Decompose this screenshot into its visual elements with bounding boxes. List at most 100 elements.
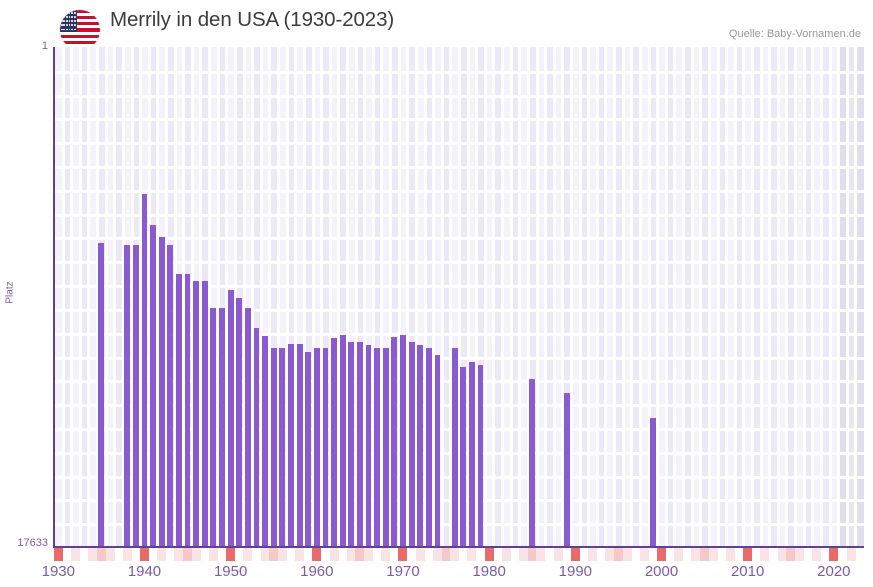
y-axis-top-label: 1 (41, 40, 48, 52)
x-axis-tick-mark (295, 548, 305, 561)
x-axis-tick-mark (398, 548, 408, 561)
x-axis-tick-mark (346, 548, 356, 561)
x-axis-tick-mark (501, 548, 511, 561)
x-axis-tick-mark (674, 548, 684, 561)
bar[interactable] (434, 355, 441, 547)
x-axis-tick-mark (605, 548, 615, 561)
bar[interactable] (193, 280, 200, 547)
bar[interactable] (365, 344, 372, 547)
x-axis-tick-mark (725, 548, 735, 561)
x-axis-tick-mark (355, 548, 365, 561)
bar[interactable] (356, 341, 363, 547)
x-axis-tick-mark (269, 548, 279, 561)
x-axis-tick-mark (536, 548, 546, 561)
bar[interactable] (425, 347, 432, 547)
x-axis-tick-mark (364, 548, 374, 561)
x-axis-tick-mark (794, 548, 804, 561)
bar[interactable] (468, 361, 475, 547)
x-axis-tick-mark (570, 548, 580, 561)
x-axis-tick-mark (381, 548, 391, 561)
bar[interactable] (529, 378, 536, 547)
y-axis-bottom-label: 17633 (17, 537, 48, 549)
x-axis-tick-mark (183, 548, 193, 561)
source-attribution: Quelle: Baby-Vornamen.de (728, 28, 861, 40)
bar[interactable] (201, 280, 208, 547)
bar[interactable] (150, 225, 157, 547)
x-axis-tick-label: 2010 (730, 563, 765, 580)
bar[interactable] (374, 347, 381, 547)
bar[interactable] (227, 289, 234, 547)
x-axis-tick-mark (786, 548, 796, 561)
bar[interactable] (176, 273, 182, 547)
bar[interactable] (313, 347, 320, 547)
x-axis-tick-mark (743, 548, 753, 561)
x-axis-tick-mark (432, 548, 442, 561)
x-axis-tick-mark (760, 548, 770, 561)
y-axis-line (53, 47, 55, 548)
x-axis-tick-mark (260, 548, 270, 561)
x-axis-tick-mark (622, 548, 632, 561)
x-axis-tick-label: 1970 (386, 563, 420, 580)
chart-header: Merrily in den USA (1930-2023) Quelle: B… (0, 0, 873, 50)
x-axis-tick-mark (777, 548, 787, 561)
x-axis-tick-mark (812, 548, 822, 561)
bar[interactable] (270, 347, 277, 547)
bar[interactable] (477, 364, 484, 547)
x-axis-tick-mark (691, 548, 701, 561)
x-axis-tick-mark (53, 548, 63, 561)
x-axis-tick-mark (639, 548, 649, 561)
x-axis-tick-mark (329, 548, 339, 561)
bar[interactable] (184, 273, 191, 547)
bar[interactable] (331, 337, 337, 547)
bar[interactable] (244, 307, 251, 547)
bar[interactable] (339, 334, 346, 547)
bar[interactable] (563, 392, 570, 547)
x-axis-tick-label: 2000 (644, 563, 679, 580)
x-axis-tick-label: 1940 (127, 563, 162, 580)
x-axis-tick-mark (553, 548, 563, 561)
bar[interactable] (400, 334, 406, 547)
x-axis-tick-mark (708, 548, 718, 561)
bar[interactable] (253, 327, 260, 547)
us-flag-icon (60, 10, 100, 50)
x-axis-line (53, 546, 864, 548)
x-axis-tick-mark (657, 548, 666, 561)
x-axis-tick-mark (71, 548, 81, 561)
x-axis-tick-mark (226, 548, 236, 561)
recent-years-shade (838, 47, 864, 547)
x-axis-tick-mark (829, 548, 839, 561)
bar[interactable] (158, 236, 165, 547)
bar[interactable] (649, 418, 656, 547)
x-axis-tick-mark (122, 548, 132, 561)
x-axis-tick-mark (467, 548, 477, 561)
bar[interactable] (322, 347, 329, 547)
x-axis-tick-mark (450, 548, 460, 561)
bar[interactable] (141, 194, 148, 547)
x-axis-tick-mark (105, 548, 115, 561)
bar[interactable] (382, 347, 389, 547)
plot-area (54, 47, 864, 547)
bar[interactable] (391, 336, 398, 547)
x-axis-tick-mark (277, 548, 287, 561)
bar[interactable] (348, 341, 355, 547)
bar[interactable] (296, 343, 303, 547)
bar[interactable] (219, 307, 225, 547)
bar[interactable] (460, 367, 467, 547)
bar[interactable] (417, 344, 424, 547)
bar[interactable] (305, 351, 312, 547)
bar[interactable] (279, 347, 286, 547)
bar[interactable] (167, 245, 174, 547)
bar[interactable] (132, 245, 139, 547)
x-axis-tick-mark (588, 548, 598, 561)
x-axis-tick-label: 1960 (300, 563, 334, 580)
bar[interactable] (262, 335, 269, 547)
bar[interactable] (236, 297, 243, 547)
bar[interactable] (288, 343, 294, 547)
bar[interactable] (451, 347, 458, 547)
bar[interactable] (124, 245, 131, 547)
bar[interactable] (408, 341, 415, 547)
x-axis-tick-mark (527, 548, 537, 561)
bar[interactable] (98, 243, 105, 547)
x-axis-tick-mark (700, 548, 710, 561)
bar[interactable] (210, 307, 217, 547)
